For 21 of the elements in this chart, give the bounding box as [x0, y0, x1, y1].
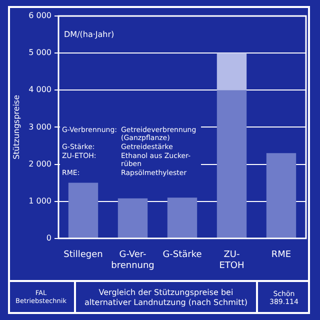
- y-tick-label: 3 000: [28, 122, 52, 132]
- x-tick-label: ZU- ETOH: [219, 250, 244, 271]
- bar: [118, 198, 148, 238]
- y-axis-title: Stützungspreise: [12, 94, 21, 160]
- y-tick-label: 2 000: [28, 159, 52, 168]
- x-tick-label: Stillegen: [64, 250, 103, 260]
- x-tick-label: G-Ver- brennung: [111, 250, 154, 271]
- bar: [68, 182, 98, 238]
- y-tick-label: 5 000: [28, 48, 52, 58]
- bar: [216, 53, 247, 90]
- x-tick-label: G-Stärke: [162, 250, 202, 260]
- y-tick-label: 6 000: [28, 11, 52, 20]
- annotation: DM/(ha·Jahr): [62, 30, 116, 39]
- bar: [266, 153, 296, 238]
- y-tick-label: 1 000: [28, 196, 52, 206]
- y-tick-label: 0: [46, 233, 52, 242]
- y-tick-label: 4 000: [28, 85, 52, 94]
- text: Vergleich der Stützungspreise bei alternativer Landnutzung (nach Schmitt): [76, 282, 258, 314]
- bar: [216, 90, 247, 238]
- bar: [167, 198, 198, 238]
- x-tick-label: RME: [271, 250, 292, 260]
